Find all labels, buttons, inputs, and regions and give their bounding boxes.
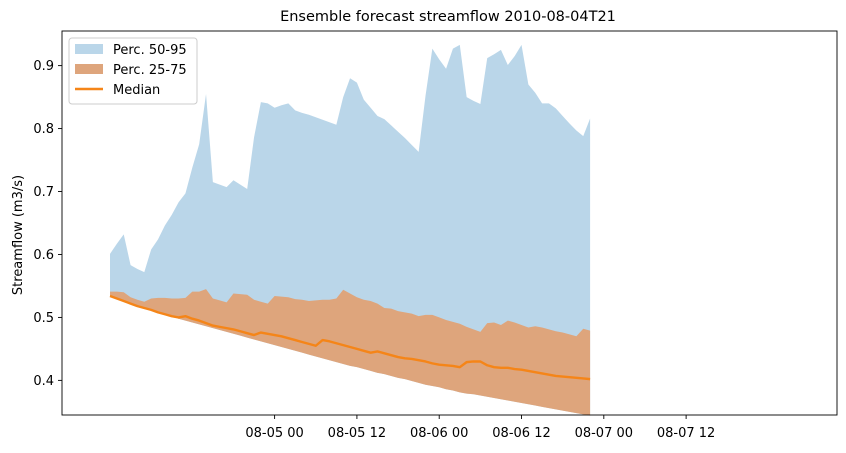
legend-label: Perc. 50-95: [113, 43, 187, 58]
x-tick-label: 08-05 00: [245, 426, 303, 441]
legend-swatch: [75, 64, 103, 74]
x-tick-label: 08-06 12: [492, 426, 550, 441]
y-tick-label: 0.7: [33, 185, 54, 200]
legend-swatch: [75, 44, 103, 54]
chart-title: Ensemble forecast streamflow 2010-08-04T…: [280, 9, 616, 25]
plot-area: 08-05 00 08-05 12 08-06 00 08-06 12 08-07 00…: [33, 30, 838, 441]
plot-frame: [61, 30, 838, 416]
y-tick-label: 0.4: [33, 374, 54, 389]
x-tick-label: 08-06 00: [410, 426, 468, 441]
legend-label: Perc. 25-75: [113, 63, 187, 78]
median-line: [109, 294, 591, 381]
y-axis-label: Streamflow (m3/s): [11, 175, 26, 295]
y-tick-label: 0.6: [33, 248, 54, 263]
x-tick-label: 08-05 12: [328, 426, 386, 441]
y-tick-label: 0.9: [33, 59, 54, 74]
y-tick-label: 0.5: [33, 311, 54, 326]
legend-label: Median: [113, 83, 160, 98]
y-tick-label: 0.8: [33, 122, 54, 137]
band-2: [110, 289, 591, 416]
x-tick-label: 08-07 12: [657, 426, 715, 441]
legend-box: [68, 37, 198, 105]
x-tick-label: 08-07 00: [575, 426, 633, 441]
